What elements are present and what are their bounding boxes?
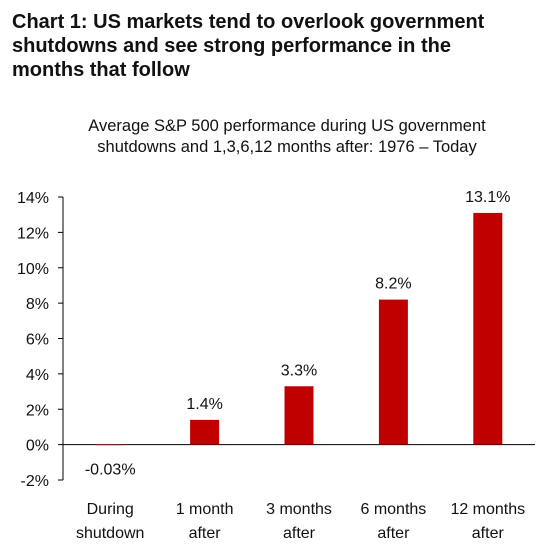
category-label-2-0: 3 months — [266, 501, 332, 518]
bar-1 — [190, 419, 220, 445]
category-label-0-0: During — [87, 501, 134, 518]
chart-title: Average S&P 500 performance during US go… — [28, 116, 546, 158]
bar-4 — [473, 212, 503, 445]
y-tick-label: 14% — [17, 190, 49, 207]
bar-3 — [378, 299, 408, 445]
data-label-1: 1.4% — [186, 396, 222, 413]
data-label-2: 3.3% — [281, 362, 317, 379]
category-label-3-1: after — [377, 525, 410, 542]
category-label-1-1: after — [189, 525, 222, 542]
chart-heading: Chart 1: US markets tend to overlook gov… — [12, 10, 540, 82]
chart-heading-line-3: months that follow — [12, 59, 190, 81]
bar-0 — [95, 444, 125, 446]
y-tick-label: 10% — [17, 261, 49, 278]
data-label-0: -0.03% — [85, 462, 136, 479]
y-tick-label: 4% — [26, 367, 49, 384]
y-tick-label: 12% — [17, 225, 49, 242]
chart-heading-line-2: shutdowns and see strong performance in … — [12, 35, 451, 57]
category-label-2-1: after — [283, 525, 316, 542]
y-tick-label: 8% — [26, 296, 49, 313]
y-tick-label: 6% — [26, 332, 49, 349]
y-tick-label: -2% — [21, 473, 49, 490]
category-label-4-1: after — [472, 525, 505, 542]
category-label-0-1: shutdown — [76, 525, 145, 542]
chart-title-line-1: Average S&P 500 performance during US go… — [88, 117, 486, 135]
y-tick-label: 2% — [26, 402, 49, 419]
bar-2 — [284, 386, 314, 445]
category-label-1-0: 1 month — [176, 501, 234, 518]
y-tick-label: 0% — [26, 438, 49, 455]
chart-title-line-2: shutdowns and 1,3,6,12 months after: 197… — [97, 138, 477, 156]
data-label-3: 8.2% — [375, 276, 411, 293]
data-label-4: 13.1% — [465, 189, 510, 206]
category-label-3-0: 6 months — [360, 501, 426, 518]
category-label-4-0: 12 months — [450, 501, 525, 518]
chart-heading-line-1: Chart 1: US markets tend to overlook gov… — [12, 11, 485, 33]
